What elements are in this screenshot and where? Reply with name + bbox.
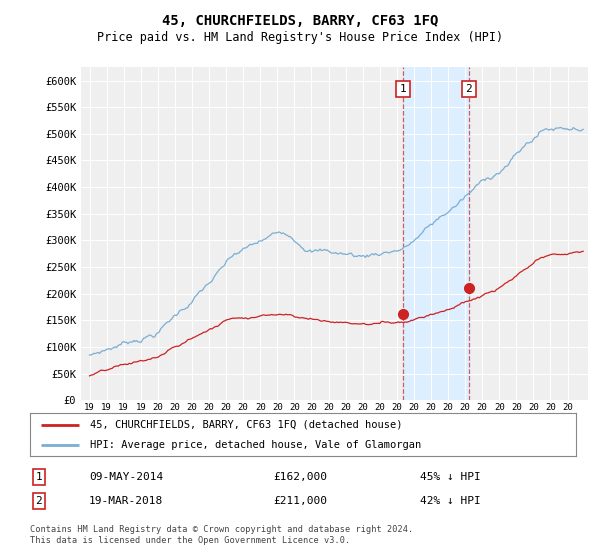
Text: 2: 2	[466, 84, 472, 94]
Text: 1: 1	[400, 84, 406, 94]
Text: 2: 2	[35, 496, 43, 506]
Text: 09-MAY-2014: 09-MAY-2014	[89, 472, 163, 482]
Bar	[403, 67, 469, 400]
Text: HPI: Average price, detached house, Vale of Glamorgan: HPI: Average price, detached house, Vale…	[90, 441, 421, 450]
Text: 45, CHURCHFIELDS, BARRY, CF63 1FQ: 45, CHURCHFIELDS, BARRY, CF63 1FQ	[162, 14, 438, 28]
Text: Price paid vs. HM Land Registry's House Price Index (HPI): Price paid vs. HM Land Registry's House …	[97, 31, 503, 44]
Text: £162,000: £162,000	[273, 472, 327, 482]
Text: £211,000: £211,000	[273, 496, 327, 506]
Text: Contains HM Land Registry data © Crown copyright and database right 2024.
This d: Contains HM Land Registry data © Crown c…	[30, 525, 413, 545]
Text: 45, CHURCHFIELDS, BARRY, CF63 1FQ (detached house): 45, CHURCHFIELDS, BARRY, CF63 1FQ (detac…	[90, 420, 403, 430]
Text: 42% ↓ HPI: 42% ↓ HPI	[419, 496, 481, 506]
Text: 45% ↓ HPI: 45% ↓ HPI	[419, 472, 481, 482]
Text: 1: 1	[35, 472, 43, 482]
Text: 19-MAR-2018: 19-MAR-2018	[89, 496, 163, 506]
